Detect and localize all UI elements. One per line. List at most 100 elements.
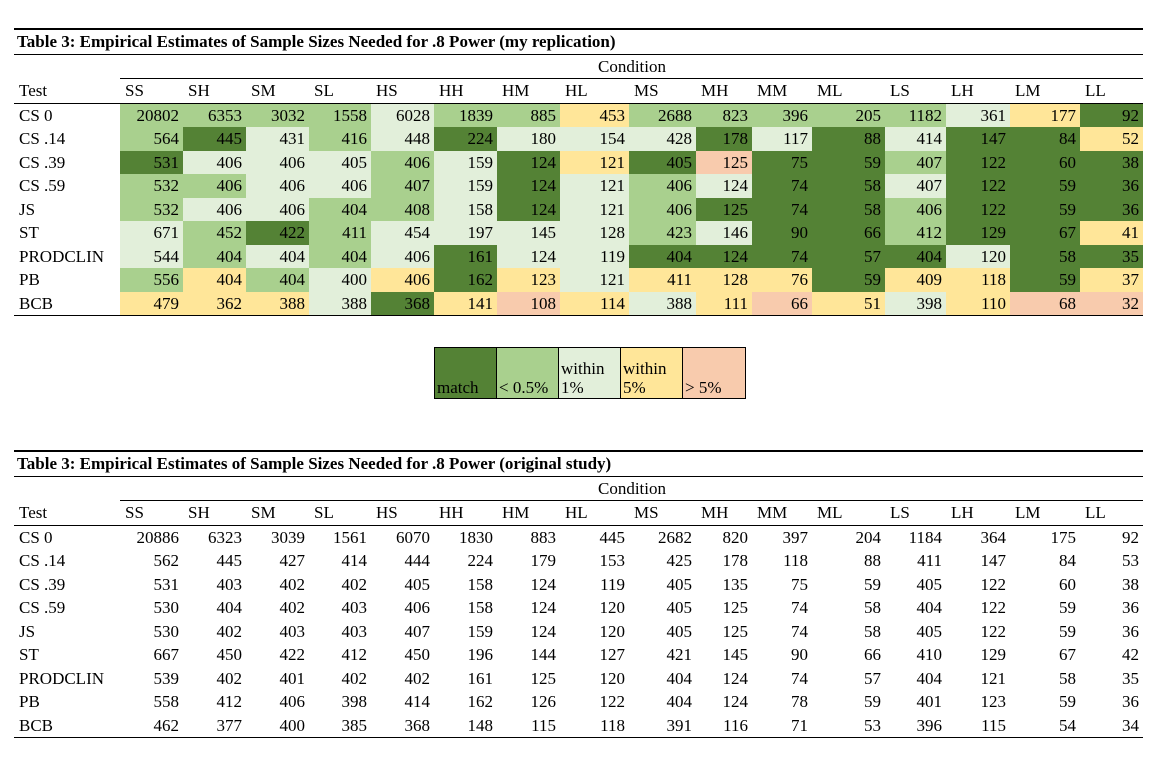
cell: 421 [666,645,693,665]
cell: 820 [722,527,749,547]
cell: 161 [434,244,497,268]
cell: 115 [946,713,1010,738]
cell: 58 [812,197,885,221]
cell: 404 [916,598,943,618]
cell: 92 [1080,103,1143,127]
cell: 196 [467,645,494,665]
cell: 411 [309,221,371,245]
cell: 401 [279,668,306,688]
cell: 121 [560,174,629,198]
cell: 427 [279,551,306,571]
cell: 416 [309,127,371,151]
row-label: PRODCLIN [19,246,105,266]
cell: 462 [120,713,183,738]
column-header: LS [885,500,946,526]
cell: 402 [341,668,368,688]
cell: 2682 [658,527,692,547]
cell: 414 [404,692,431,712]
cell: 158 [467,574,494,594]
cell: 58 [864,621,881,641]
legend-label: > 5% [685,378,722,397]
legend-swatch: > 5% [683,348,745,398]
cell: 405 [404,574,431,594]
cell: 388 [309,291,371,316]
cell: 403 [216,574,243,594]
cell: 175 [1050,527,1077,547]
column-header: MM [752,500,812,526]
cell: 404 [246,268,309,292]
cell: 530 [153,621,180,641]
table-title: Table 3: Empirical Estimates of Sample S… [14,28,1143,55]
cell: 58 [1059,668,1076,688]
cell: 125 [722,598,749,618]
condition-label: Condition [120,54,1143,79]
cell: 406 [629,174,696,198]
row-label: BCB [14,713,120,738]
cell: 544 [120,244,183,268]
data-row: JS 532 406 406 404 408 158 124 121 406 125 74 58 406 1… [14,197,1143,221]
cell: 92 [1122,527,1139,547]
cell: 53 [1122,551,1139,571]
cell: 120 [599,598,626,618]
cell: 406 [183,174,246,198]
row-label: CS .39 [19,574,66,594]
column-header: LM [1010,500,1080,526]
cell: 406 [183,150,246,174]
cell: 445 [183,127,246,151]
cell: 127 [599,645,626,665]
cell: 6353 [183,103,246,127]
legend-swatch: match [435,348,497,398]
cell: 400 [246,713,309,738]
cell: 53 [812,713,885,738]
cell: 124 [722,668,749,688]
cell: 406 [246,174,309,198]
column-header: LH [946,78,1010,104]
cell: 396 [752,103,812,127]
legend-label: within 5% [623,359,667,397]
row-label: JS [19,199,36,219]
cell: 121 [560,150,629,174]
cell: 148 [434,713,497,738]
cell: 90 [791,645,808,665]
cell: 406 [309,174,371,198]
cell: 122 [946,150,1010,174]
cell: 404 [916,668,943,688]
spacer [14,54,120,79]
cell: 6323 [208,527,242,547]
cell: 153 [599,551,626,571]
column-header: LL [1080,500,1143,526]
cell: 402 [404,668,431,688]
column-header: HS [371,78,434,104]
cell: 362 [183,291,246,316]
cell: 51 [812,291,885,316]
cell: 6070 [396,527,430,547]
table-title: Table 3: Empirical Estimates of Sample S… [14,450,1143,477]
cell: 38 [1122,574,1139,594]
cell: 126 [530,692,557,712]
legend-swatch: within 5% [621,348,683,398]
data-row: CS .14 564 445 431 416 448 224 180 154 428 178 117 8… [14,127,1143,151]
cell: 71 [752,713,812,738]
cell: 531 [120,150,183,174]
cell: 452 [183,221,246,245]
cell: 3032 [246,103,309,127]
legend-label: < 0.5% [499,378,549,397]
cell: 59 [1010,174,1080,198]
cell: 406 [404,598,431,618]
cell: 120 [599,668,626,688]
data-row: PRODCLIN 539 402 401 402 402 161 125 120 404 124 74… [14,667,1143,691]
cell: 422 [246,221,309,245]
cell: 74 [791,598,808,618]
row-label: PRODCLIN [19,668,105,688]
cell: 59 [812,150,885,174]
cell: 75 [752,150,812,174]
cell: 118 [783,551,808,571]
cell: 38 [1080,150,1143,174]
column-header: MS [629,78,696,104]
cell: 532 [120,197,183,221]
original-table: Table 3: Empirical Estimates of Sample S… [14,450,1143,738]
cell: 35 [1122,668,1139,688]
cell: 671 [120,221,183,245]
cell: 66 [864,645,881,665]
cell: 122 [599,692,626,712]
